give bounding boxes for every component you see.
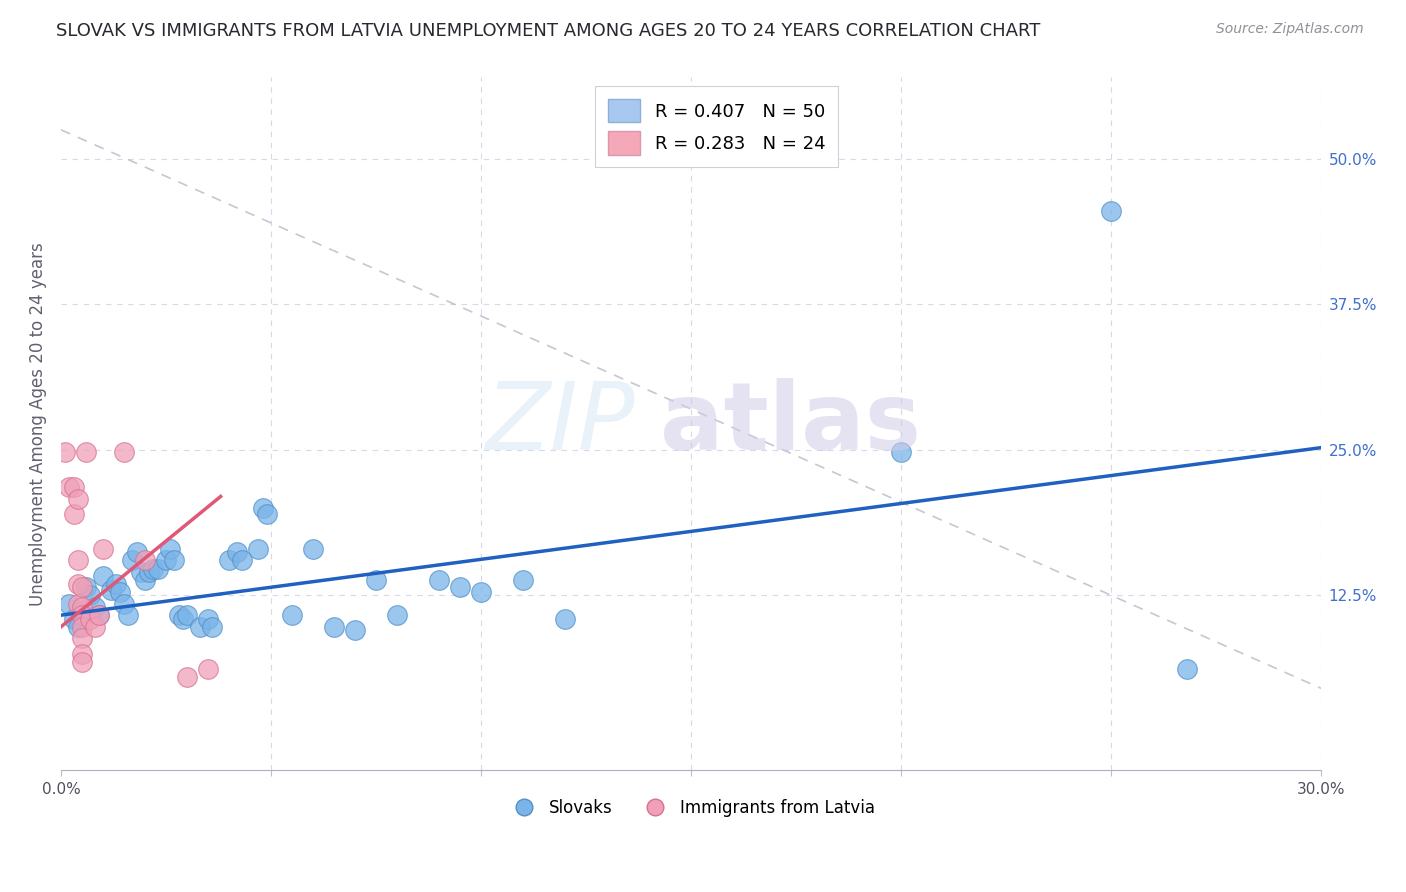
Point xyxy=(66,491,89,506)
Point xyxy=(62,507,84,521)
Text: ZIP: ZIP xyxy=(485,378,634,469)
Point xyxy=(344,624,367,638)
Point xyxy=(58,480,80,494)
Point xyxy=(104,576,127,591)
Point xyxy=(512,574,534,588)
Point xyxy=(146,561,169,575)
Point xyxy=(62,480,84,494)
Point xyxy=(87,608,110,623)
Point xyxy=(134,553,156,567)
Point xyxy=(112,445,135,459)
Point xyxy=(163,553,186,567)
Point xyxy=(176,670,198,684)
Point xyxy=(218,553,240,567)
Point xyxy=(129,565,152,579)
Point xyxy=(142,561,165,575)
Point xyxy=(66,576,89,591)
Point xyxy=(70,620,93,634)
Point xyxy=(427,574,450,588)
Point xyxy=(121,553,143,567)
Point xyxy=(117,608,139,623)
Point xyxy=(302,541,325,556)
Legend: Slovaks, Immigrants from Latvia: Slovaks, Immigrants from Latvia xyxy=(501,793,882,824)
Point xyxy=(231,553,253,567)
Point xyxy=(155,553,177,567)
Point xyxy=(100,582,122,597)
Point xyxy=(70,632,93,646)
Point xyxy=(172,612,194,626)
Point xyxy=(75,580,97,594)
Point xyxy=(281,608,304,623)
Point xyxy=(1099,204,1122,219)
Point xyxy=(138,565,160,579)
Point xyxy=(247,541,270,556)
Point xyxy=(112,597,135,611)
Point xyxy=(323,620,346,634)
Point xyxy=(197,612,219,626)
Point xyxy=(70,608,93,623)
Point xyxy=(79,612,101,626)
Point xyxy=(134,574,156,588)
Point xyxy=(226,545,249,559)
Point xyxy=(83,600,105,615)
Point xyxy=(53,445,76,459)
Point xyxy=(256,507,278,521)
Point xyxy=(385,608,408,623)
Point xyxy=(87,608,110,623)
Point xyxy=(62,612,84,626)
Point xyxy=(70,580,93,594)
Point xyxy=(449,580,471,594)
Point xyxy=(159,541,181,556)
Point xyxy=(1175,662,1198,676)
Point xyxy=(70,603,93,617)
Point xyxy=(70,647,93,661)
Point xyxy=(70,600,93,615)
Point xyxy=(364,574,387,588)
Point xyxy=(83,620,105,634)
Text: atlas: atlas xyxy=(659,377,921,470)
Point xyxy=(66,620,89,634)
Point xyxy=(554,612,576,626)
Point xyxy=(167,608,190,623)
Point xyxy=(252,501,274,516)
Text: Source: ZipAtlas.com: Source: ZipAtlas.com xyxy=(1216,22,1364,37)
Point xyxy=(188,620,211,634)
Point xyxy=(91,541,114,556)
Point xyxy=(890,445,912,459)
Point xyxy=(58,597,80,611)
Point xyxy=(201,620,224,634)
Point xyxy=(108,585,131,599)
Point xyxy=(66,553,89,567)
Text: SLOVAK VS IMMIGRANTS FROM LATVIA UNEMPLOYMENT AMONG AGES 20 TO 24 YEARS CORRELAT: SLOVAK VS IMMIGRANTS FROM LATVIA UNEMPLO… xyxy=(56,22,1040,40)
Point xyxy=(176,608,198,623)
Point xyxy=(197,662,219,676)
Point xyxy=(125,545,148,559)
Point xyxy=(66,597,89,611)
Point xyxy=(470,585,492,599)
Point xyxy=(79,588,101,602)
Y-axis label: Unemployment Among Ages 20 to 24 years: Unemployment Among Ages 20 to 24 years xyxy=(30,242,46,606)
Point xyxy=(91,568,114,582)
Point xyxy=(75,445,97,459)
Point xyxy=(70,655,93,669)
